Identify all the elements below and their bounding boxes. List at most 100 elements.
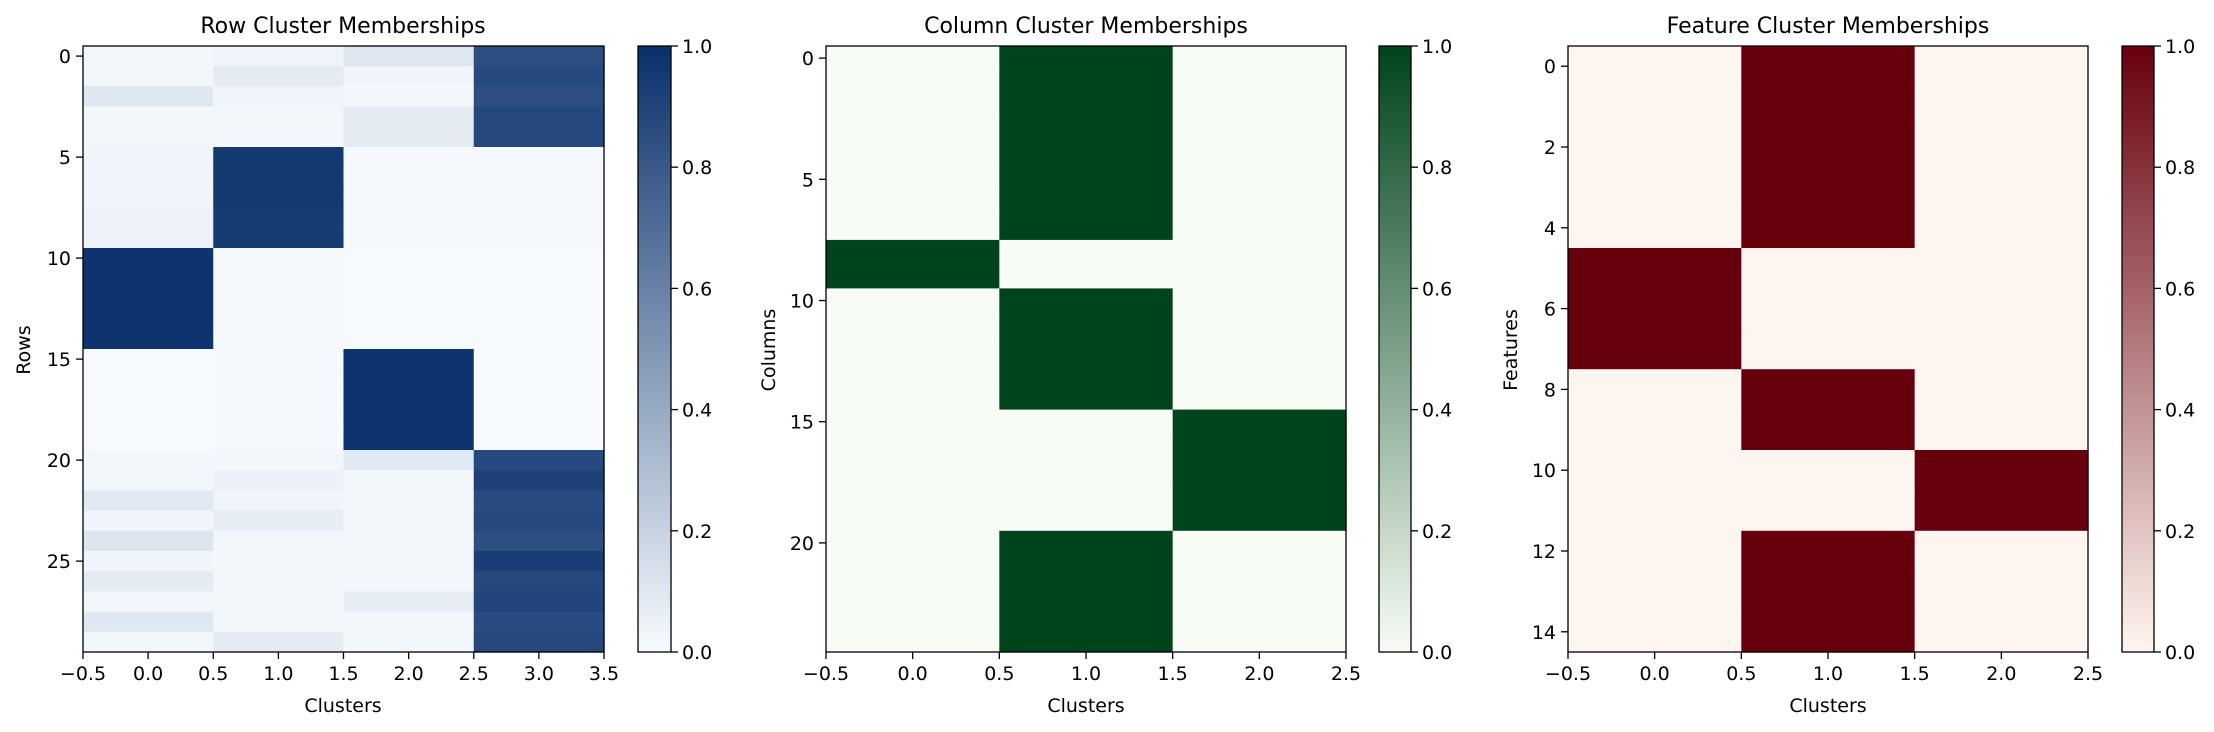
heatmap-cell: [1172, 530, 1347, 556]
heatmap-cell: [343, 490, 475, 512]
x-tick-label: 0.5: [198, 663, 228, 685]
x-tick-label: 1.0: [263, 663, 293, 685]
heatmap-cell: [343, 530, 475, 552]
heatmap-cell: [473, 328, 605, 350]
heatmap-cell: [1741, 328, 1916, 370]
heatmap-cell: [83, 248, 214, 269]
heatmap-cell: [473, 490, 605, 512]
colorbar-tick-label: 0.8: [2165, 157, 2195, 179]
chart-title: Row Cluster Memberships: [200, 14, 485, 39]
heatmap-cell: [213, 571, 345, 592]
heatmap-cell: [83, 429, 214, 451]
x-tick-label: 1.5: [1158, 663, 1188, 685]
colorbar-gradient: [637, 45, 672, 653]
x-tick-label: 2.0: [394, 663, 424, 685]
heatmap-cell: [83, 227, 214, 249]
heatmap-cell: [826, 288, 1000, 314]
heatmap-cell: [83, 470, 214, 491]
colorbar-tick-label: 1.0: [2165, 36, 2195, 58]
heatmap-cell: [1741, 86, 1916, 128]
x-tick-label: 0.5: [984, 663, 1014, 685]
heatmap-cell: [826, 506, 1000, 532]
y-axis-label: Features: [1500, 309, 1522, 391]
colorbar-tick-label: 0.8: [1422, 157, 1452, 179]
heatmap-cell: [826, 603, 1000, 629]
heatmap-cell: [1741, 530, 1916, 572]
heatmap-cell: [1568, 571, 1742, 613]
heatmap-cell: [213, 470, 345, 491]
x-tick-label: 0.0: [898, 663, 928, 685]
heatmap-cell: [826, 215, 1000, 241]
heatmap-cell: [999, 46, 1174, 71]
heatmap-cell: [343, 409, 475, 431]
heatmap-cell: [343, 551, 475, 572]
heatmap-cell: [473, 369, 605, 390]
heatmap-cell: [473, 389, 605, 411]
heatmap-cell: [213, 86, 345, 108]
y-tick-label: 0: [1544, 56, 1556, 78]
heatmap-cell: [999, 312, 1174, 338]
heatmap-cell: [213, 349, 345, 370]
heatmap-cell: [826, 409, 1000, 435]
heatmap-cell: [999, 264, 1174, 289]
heatmap-cell: [83, 369, 214, 390]
heatmap-cell: [826, 336, 1000, 362]
y-axis-label: Rows: [13, 325, 35, 374]
heatmap-cell: [213, 227, 345, 249]
heatmap-cell: [343, 631, 475, 653]
heatmap-cell: [83, 46, 214, 67]
heatmap-cell: [343, 268, 475, 289]
y-tick-label: 0: [59, 46, 71, 68]
heatmap-cell: [1741, 571, 1916, 613]
y-tick-label: 2: [1544, 137, 1556, 159]
heatmap-cell: [826, 70, 1000, 96]
heatmap-cell: [1172, 264, 1347, 289]
colorbar-tick-label: 1.0: [682, 36, 712, 58]
colorbar-tick-label: 0.6: [2165, 278, 2195, 300]
heatmap-cell: [826, 167, 1000, 193]
heatmap-cell: [473, 288, 605, 310]
heatmap-cell: [999, 458, 1174, 483]
heatmap-cell: [826, 264, 1000, 289]
y-tick-label: 8: [1544, 379, 1556, 401]
heatmap-cell: [473, 510, 605, 532]
heatmap-cell: [83, 328, 214, 350]
heatmap-cell: [343, 248, 475, 269]
heatmap-cell: [999, 506, 1174, 532]
colorbar-tick-label: 0.2: [2165, 521, 2195, 543]
y-tick-label: 4: [1544, 218, 1556, 240]
x-axis-ticks: −0.5 0.0 0.5 1.0 1.5 2.0 2.5: [1545, 652, 2103, 685]
x-axis-ticks: −0.5 0.0 0.5 1.0 1.5 2.0 2.5: [803, 652, 1361, 685]
x-tick-label: 2.5: [459, 663, 489, 685]
heatmap-cell: [999, 385, 1174, 411]
heatmap-cell: [343, 470, 475, 491]
heatmap-cell: [999, 555, 1174, 580]
x-tick-label: 2.0: [1244, 663, 1274, 685]
heatmap-cell: [826, 385, 1000, 411]
heatmap-cell: [826, 482, 1000, 508]
heatmap-cell: [1568, 126, 1742, 168]
heatmap-cell: [999, 627, 1174, 653]
heatmap-cell: [826, 312, 1000, 338]
heatmap-cell: [83, 409, 214, 431]
colorbar-tick-label: 0.8: [682, 157, 712, 179]
heatmap-cell: [999, 361, 1174, 386]
x-tick-label: 3.0: [524, 663, 554, 685]
heatmap-cell: [213, 409, 345, 431]
heatmap-cell: [343, 106, 475, 128]
x-tick-label: 2.5: [2073, 663, 2103, 685]
heatmap-cell: [1914, 530, 2089, 572]
heatmap-cell: [999, 118, 1174, 144]
colorbar-tick-label: 1.0: [1422, 36, 1452, 58]
heatmap-cell: [1568, 248, 1742, 289]
colorbar-gradient: [1378, 45, 1412, 653]
heatmap-cell: [1172, 627, 1347, 653]
heatmap-cell: [826, 555, 1000, 580]
heatmap-cell: [1568, 167, 1742, 209]
heatmap-cell: [343, 46, 475, 67]
heatmap-cell: [1914, 86, 2089, 128]
heatmap-cell: [1172, 336, 1347, 362]
heatmap-cell: [1172, 361, 1347, 386]
heatmap-cell: [999, 239, 1174, 265]
